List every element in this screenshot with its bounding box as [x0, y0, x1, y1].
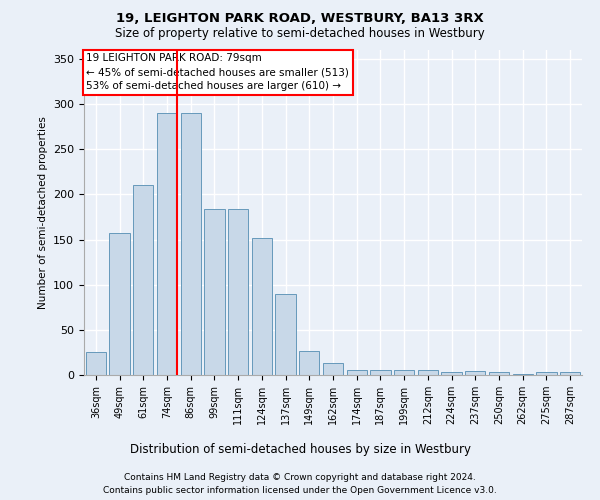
Bar: [442, 372, 461, 375]
Bar: [133, 186, 154, 375]
Bar: [323, 364, 343, 375]
Bar: [109, 234, 130, 375]
Bar: [181, 113, 201, 375]
Bar: [394, 370, 414, 375]
Text: Distribution of semi-detached houses by size in Westbury: Distribution of semi-detached houses by …: [130, 442, 470, 456]
Bar: [418, 370, 438, 375]
Text: Size of property relative to semi-detached houses in Westbury: Size of property relative to semi-detach…: [115, 28, 485, 40]
Bar: [489, 372, 509, 375]
Bar: [560, 372, 580, 375]
Bar: [512, 374, 533, 375]
Bar: [370, 370, 391, 375]
Text: 19 LEIGHTON PARK ROAD: 79sqm
← 45% of semi-detached houses are smaller (513)
53%: 19 LEIGHTON PARK ROAD: 79sqm ← 45% of se…: [86, 53, 349, 91]
Text: Contains public sector information licensed under the Open Government Licence v3: Contains public sector information licen…: [103, 486, 497, 495]
Bar: [252, 238, 272, 375]
Text: 19, LEIGHTON PARK ROAD, WESTBURY, BA13 3RX: 19, LEIGHTON PARK ROAD, WESTBURY, BA13 3…: [116, 12, 484, 26]
Bar: [465, 372, 485, 375]
Bar: [86, 352, 106, 375]
Bar: [347, 370, 367, 375]
Text: Contains HM Land Registry data © Crown copyright and database right 2024.: Contains HM Land Registry data © Crown c…: [124, 472, 476, 482]
Bar: [275, 294, 296, 375]
Bar: [299, 350, 319, 375]
Bar: [228, 209, 248, 375]
Bar: [536, 372, 557, 375]
Bar: [205, 209, 224, 375]
Bar: [157, 113, 177, 375]
Y-axis label: Number of semi-detached properties: Number of semi-detached properties: [38, 116, 47, 309]
